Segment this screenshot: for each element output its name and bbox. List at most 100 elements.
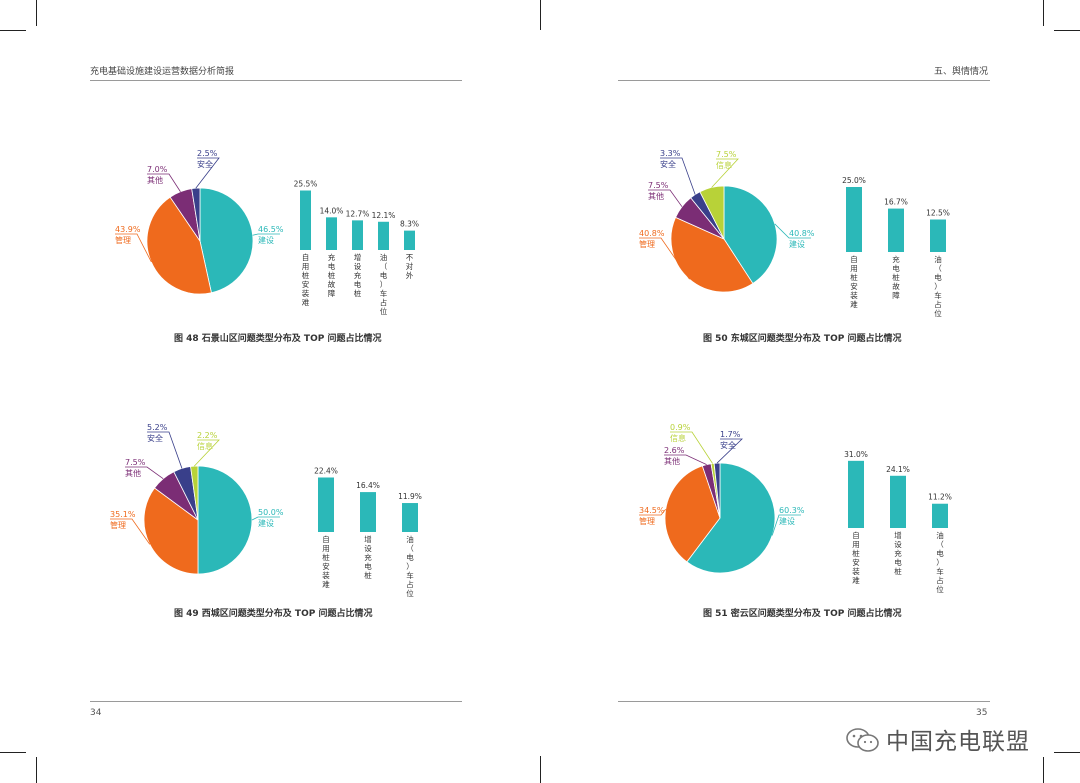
right-page-header: 五、舆情情况 [933, 67, 988, 77]
pie-value-label: 40.8% [789, 229, 815, 238]
wechat-icon [846, 728, 879, 752]
bar-value-label: 16.7% [884, 198, 908, 207]
pie-category-label: 其他 [648, 191, 664, 201]
left-footer-rule [90, 701, 462, 702]
pie-category-label: 管理 [639, 239, 655, 249]
bar-value-label: 22.4% [314, 466, 338, 475]
crop-mark [0, 30, 26, 31]
bar-category-label: 增设充电桩 [354, 252, 362, 298]
crop-mark [1043, 0, 1044, 26]
pie-leader-line [639, 237, 690, 280]
pie-value-label: 7.0% [147, 165, 168, 174]
left-page-number: 34 [90, 708, 102, 718]
pie-value-label: 35.1% [110, 510, 136, 519]
bar-category-label: 自用桩安装难 [850, 254, 858, 309]
pie-value-label: 0.9% [670, 423, 691, 432]
pie-leader-line [147, 173, 181, 192]
pie-leader-line [251, 516, 280, 521]
pie-category-label: 信息 [670, 433, 686, 443]
pie-category-label: 其他 [125, 468, 141, 478]
caption-figure-51: 图 51 密云区问题类型分布及 TOP 问题占比情况 [703, 609, 902, 619]
crop-mark [36, 757, 37, 783]
bar-value-label: 11.9% [398, 492, 422, 501]
right-footer-rule [618, 701, 990, 702]
left-page-header: 充电基础设施建设运营数据分析简报 [90, 67, 235, 77]
bar-value-label: 25.0% [842, 176, 866, 185]
pie-value-label: 7.5% [648, 181, 669, 190]
pie-leader-line [195, 157, 220, 189]
pie-leader-line [660, 157, 696, 195]
pie-value-label: 2.6% [664, 446, 685, 455]
pie-category-label: 其他 [147, 175, 163, 185]
bar [846, 187, 862, 252]
pie-category-label: 管理 [115, 235, 131, 245]
pie-leader-line [110, 518, 151, 545]
bar-category-label: 不对外 [406, 253, 414, 280]
bar [404, 230, 415, 250]
pie-category-label: 建设 [789, 239, 805, 249]
bar [352, 220, 363, 250]
pie-leader-line [125, 466, 164, 480]
pie-leader-line [670, 431, 713, 464]
pie-slice-管理 [143, 487, 199, 575]
pie-leader-line [711, 158, 739, 188]
pie-value-label: 2.5% [197, 149, 218, 158]
bar-category-label: 油（电）车占位 [934, 254, 942, 318]
pie-category-label: 管理 [110, 520, 126, 530]
pie-leader-line [147, 431, 183, 469]
bar-category-label: 自用桩安装难 [852, 530, 860, 585]
bar-value-label: 31.0% [844, 450, 868, 459]
bar-category-label: 自用桩安装难 [322, 534, 330, 589]
pie-leader-line [774, 223, 811, 239]
bar-value-label: 14.0% [320, 206, 344, 215]
bar-value-label: 12.1% [372, 211, 396, 220]
pie-value-label: 3.3% [660, 149, 681, 158]
right-header-rule [618, 80, 990, 81]
pie-value-label: 46.5% [258, 225, 284, 234]
pie-leader-line [771, 514, 801, 536]
pie-value-label: 50.0% [258, 508, 284, 517]
pie-leader-line [193, 439, 220, 467]
bar [848, 460, 864, 528]
crop-mark [36, 0, 37, 26]
pie-slice-信息 [699, 185, 725, 240]
bar-category-label: 油（电）车占位 [406, 534, 414, 598]
bar-category-label: 充电桩故障 [892, 254, 900, 300]
pie-category-label: 建设 [258, 518, 274, 528]
pie-leader-line [115, 233, 152, 263]
bar-category-label: 自用桩安装难 [302, 252, 310, 307]
bar-value-label: 11.2% [928, 493, 952, 502]
bar-category-label: 油（电）车占位 [936, 530, 944, 594]
caption-figure-48: 图 48 石景山区问题类型分布及 TOP 问题占比情况 [174, 334, 382, 344]
bar-category-label: 增设充电桩 [364, 534, 372, 580]
watermark-text: 中国充电联盟 [886, 729, 1030, 755]
pie-category-label: 其他 [664, 456, 680, 466]
bar-value-label: 8.3% [400, 220, 419, 229]
pie-category-label: 管理 [639, 516, 655, 526]
pie-value-label: 60.3% [779, 506, 805, 515]
bar-category-label: 增设充电桩 [894, 530, 902, 576]
bar-value-label: 12.7% [346, 209, 370, 218]
left-header-rule [90, 80, 462, 81]
bar [360, 492, 376, 532]
pie-leader-line [252, 233, 280, 236]
pie-slice-信息 [190, 465, 199, 521]
pie-slice-建设 [199, 187, 254, 294]
pie-category-label: 建设 [258, 235, 274, 245]
bar [888, 208, 904, 252]
bar-value-label: 25.5% [294, 180, 318, 189]
bar [932, 503, 948, 528]
pie-category-label: 安全 [197, 159, 213, 169]
right-page-number: 35 [976, 708, 988, 718]
bar [890, 475, 906, 528]
pie-category-label: 建设 [779, 516, 795, 526]
pie-leader-line [639, 508, 667, 516]
crop-mark [1054, 752, 1080, 753]
pie-value-label: 7.5% [125, 458, 146, 467]
pie-leader-line [716, 438, 743, 464]
crop-mark [540, 756, 541, 783]
bar-value-label: 24.1% [886, 465, 910, 474]
crop-mark [0, 752, 26, 753]
